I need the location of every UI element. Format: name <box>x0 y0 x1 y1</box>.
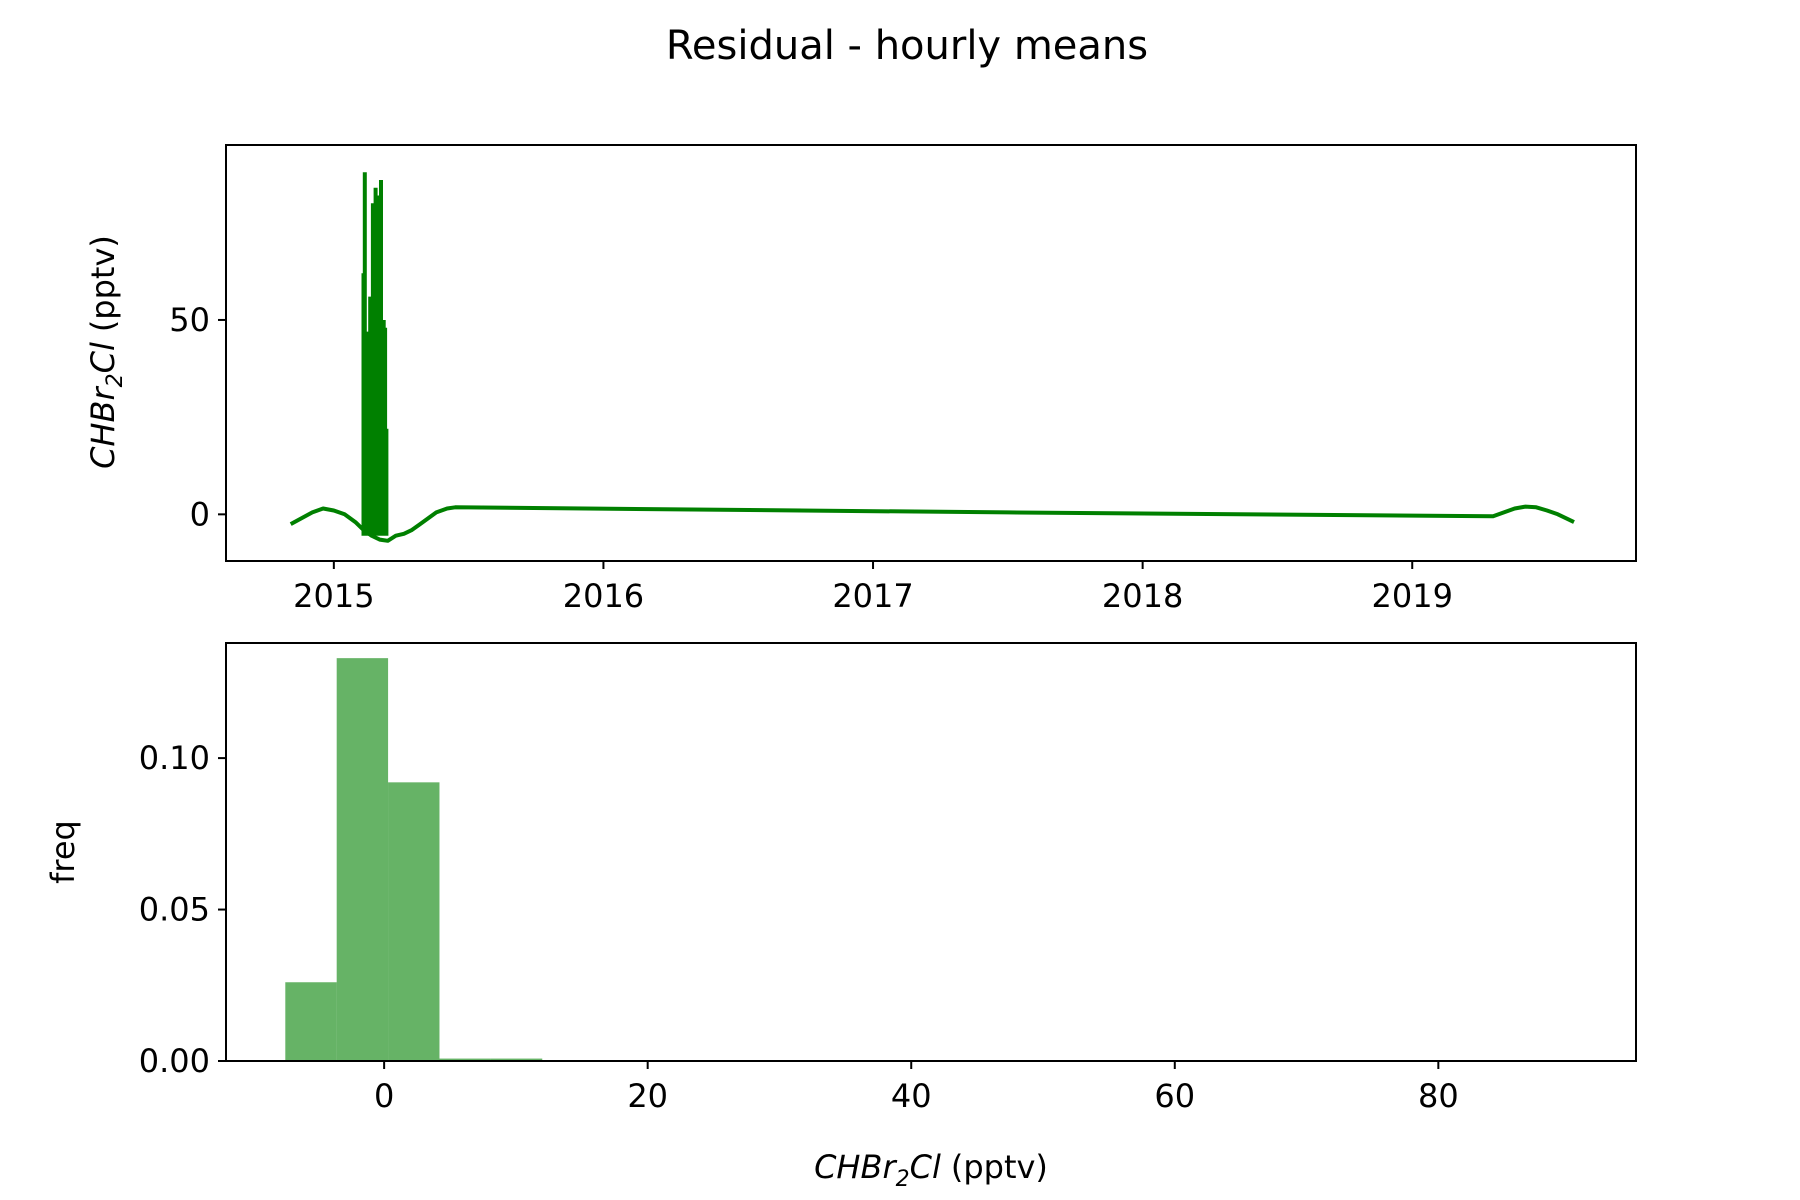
x-tick-label: 2015 <box>293 577 374 615</box>
x-tick-label: 20 <box>627 1077 668 1115</box>
histogram-x-ticks: 0 20 40 60 80 <box>374 1061 1459 1115</box>
timeseries-axes-frame <box>225 144 1637 562</box>
figure-title: Residual - hourly means <box>666 23 1148 69</box>
histogram-bar <box>388 782 440 1061</box>
y-tick-label: 50 <box>169 301 210 339</box>
x-tick-label: 60 <box>1154 1077 1195 1115</box>
histogram-plot-area <box>285 658 903 1062</box>
x-tick-label: 2017 <box>832 577 913 615</box>
histogram-y-ticks: 0.00 0.05 0.10 <box>139 739 226 1080</box>
x-tick-label: 0 <box>374 1077 394 1115</box>
histogram-x-label-tail: Cl <box>910 1148 941 1186</box>
histogram-y-label: freq <box>44 820 82 884</box>
residual-line <box>289 504 1575 543</box>
timeseries-y-label-sub: 2 <box>103 373 128 387</box>
timeseries-y-label: CHBr2Cl (pptv) <box>84 235 128 469</box>
y-tick-label: 0.05 <box>139 891 210 929</box>
y-tick-label: 0.00 <box>139 1042 210 1080</box>
x-tick-label: 2018 <box>1102 577 1183 615</box>
x-tick-label: 80 <box>1418 1077 1459 1115</box>
histogram-x-label: CHBr2Cl (pptv) <box>814 1148 1048 1192</box>
histogram-axes-frame <box>225 642 1637 1062</box>
timeseries-plot-area <box>289 172 1575 543</box>
x-tick-label: 40 <box>891 1077 932 1115</box>
timeseries-x-ticks: 2015 2016 2017 2018 2019 <box>293 561 1453 615</box>
y-tick-label: 0.10 <box>139 739 210 777</box>
histogram-x-label-main: CHBr <box>814 1148 897 1186</box>
timeseries-y-label-tail: Cl <box>84 342 122 373</box>
histogram-bar <box>336 658 389 1061</box>
x-tick-label: 2019 <box>1372 577 1453 615</box>
y-tick-label: 0 <box>190 495 210 533</box>
timeseries-y-ticks: 0 50 <box>169 301 226 533</box>
histogram-bar <box>285 982 337 1061</box>
timeseries-y-label-unit: (pptv) <box>84 235 122 332</box>
histogram-bar <box>490 1058 543 1061</box>
timeseries-y-label-main: CHBr <box>84 386 122 469</box>
histogram-bar <box>439 1058 491 1061</box>
histogram-x-label-sub: 2 <box>896 1167 910 1192</box>
timeseries-panel: 2015 2016 2017 2018 2019 0 50 CHBr2Cl (pptv) <box>84 144 1637 615</box>
histogram-panel: 0 20 40 60 80 0.00 0.05 0.10 freq CHBr2Cl (pptv… <box>44 642 1637 1192</box>
x-tick-label: 2016 <box>563 577 644 615</box>
histogram-x-label-unit: (pptv) <box>951 1148 1048 1186</box>
residual-spikes <box>361 172 389 536</box>
